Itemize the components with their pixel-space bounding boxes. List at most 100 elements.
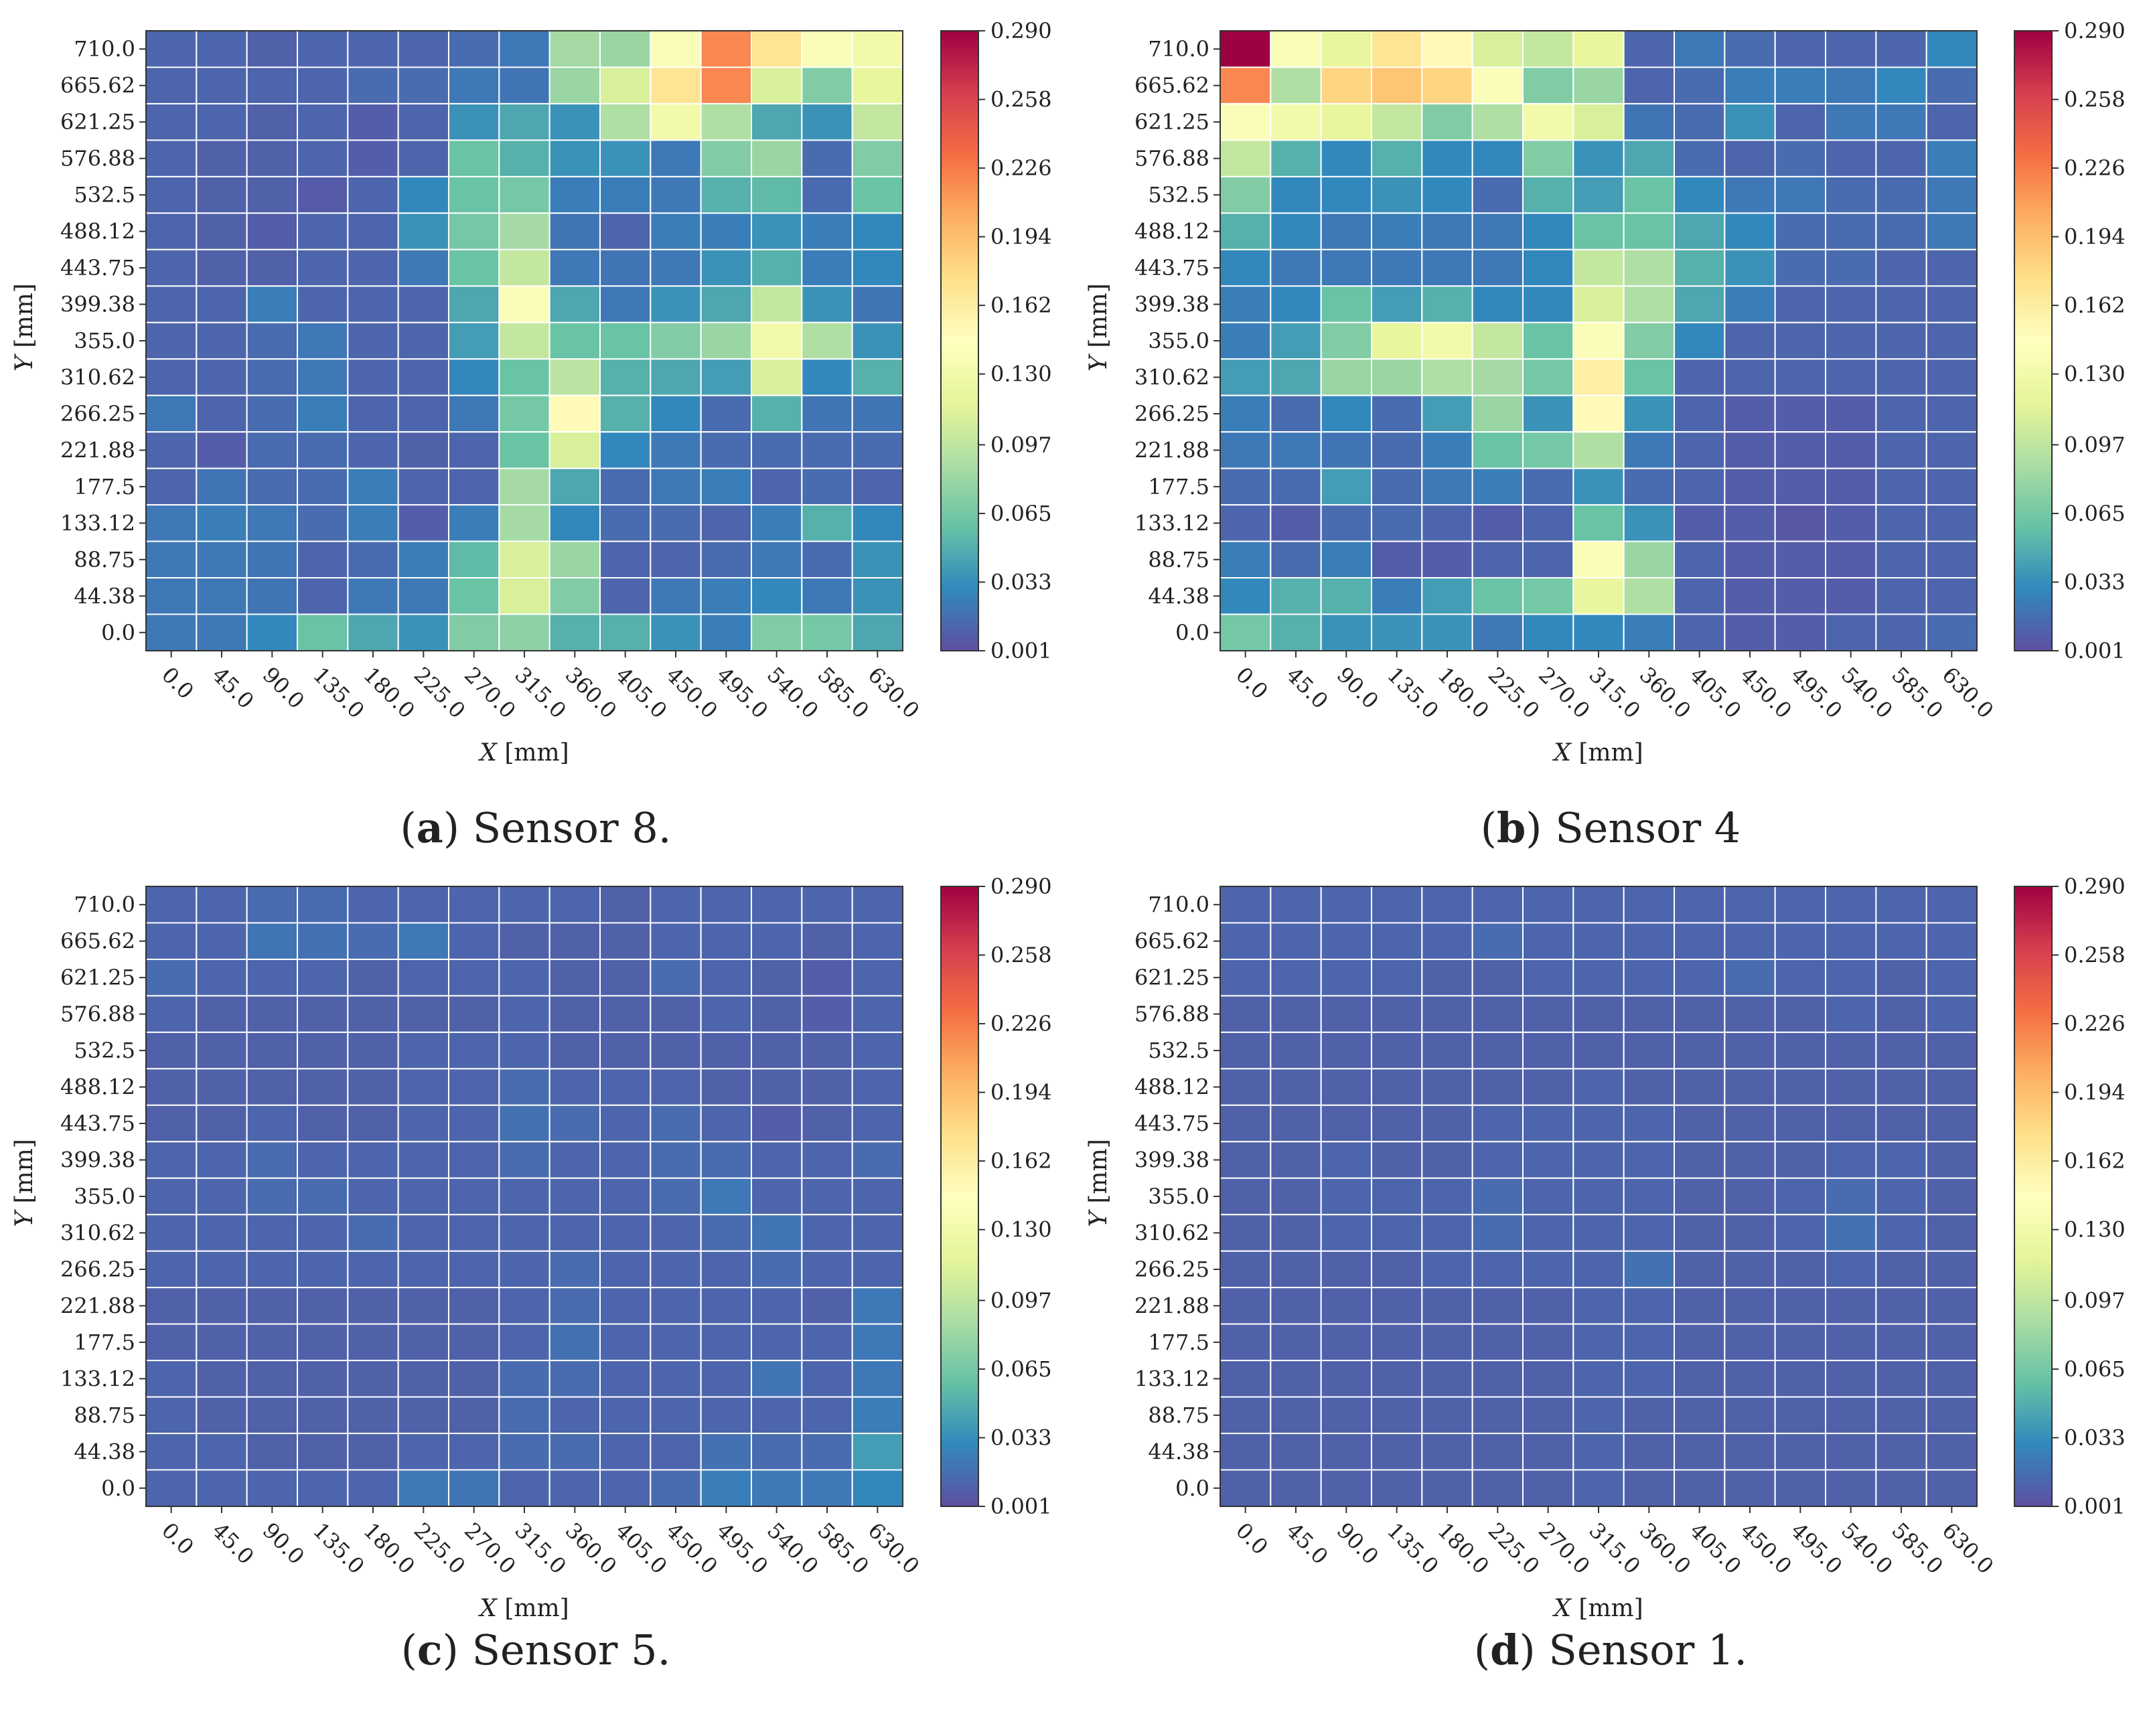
heatmap-cell [1825,1031,1877,1070]
heatmap-cell [145,1104,198,1143]
heatmap-cell [851,139,903,177]
heatmap-cell [1925,1031,1978,1070]
heatmap-cell [1623,577,1676,615]
heatmap-cell [1270,139,1322,177]
x-axis-variable: X [1552,739,1572,767]
heatmap-cell [1320,504,1372,542]
heatmap-cell [297,1433,349,1471]
heatmap-cell [599,102,652,141]
heatmap-cell [1925,467,1978,506]
heatmap-cell [448,995,500,1033]
heatmap-cell [1572,1433,1625,1471]
caption-letter: b [1497,803,1526,852]
heatmap-cell [1270,358,1322,396]
heatmap-cell [1320,1250,1372,1289]
heatmap-cell [1371,1104,1423,1143]
colorbar-tick-label: 0.290 [2064,874,2126,899]
heatmap-cell [1875,467,1927,506]
heatmap-cell [851,1396,903,1435]
heatmap-cell [1220,1104,1272,1143]
heatmap-cell [246,139,298,177]
heatmap-cell [1825,1177,1877,1216]
heatmap-cell [700,102,752,141]
caption-paren: ( [1474,1626,1490,1674]
heatmap-cell [1623,175,1676,214]
heatmap-cell [1925,1433,1978,1471]
heatmap-cell [297,613,349,652]
heatmap-cell [1825,66,1877,104]
x-tick-label: 630.0 [1937,1518,1999,1579]
heatmap-cell [1471,1287,1524,1325]
heatmap-cell [347,1141,399,1179]
heatmap-cell [650,467,702,506]
heatmap-cell [548,995,601,1033]
heatmap-cell [650,1031,702,1070]
heatmap-cell [297,30,349,68]
y-axis-label: Y [mm] [11,1139,38,1227]
heatmap-cell [1925,922,1978,960]
heatmap-cell [1825,431,1877,469]
heatmap-cell [448,1323,500,1362]
heatmap-cell [1774,1287,1827,1325]
heatmap-cell [397,886,450,924]
heatmap-cell [851,467,903,506]
heatmap-cell [246,1177,298,1216]
heatmap-cell [1471,1214,1524,1252]
heatmap-cell [1825,394,1877,433]
y-axis-variable: Y [1085,1209,1112,1227]
heatmap-cell [1371,467,1423,506]
heatmap-cell [801,613,853,652]
colorbar-tick-label: 0.226 [990,155,1052,181]
heatmap-cell [1471,431,1524,469]
heatmap-cell [1522,540,1574,579]
heatmap-cell [1471,1469,1524,1507]
heatmap-cell [1471,1396,1524,1435]
heatmap-cell [1674,102,1726,141]
heatmap-cell [1471,613,1524,652]
heatmap-cell [1724,1360,1776,1398]
heatmap-cell [1421,958,1473,997]
heatmap-cell [1220,1141,1272,1179]
x-tick-label: 45.0 [1281,1518,1333,1569]
heatmap-cell [1674,1323,1726,1362]
heatmap-cell [1320,102,1372,141]
heatmap-cell [145,1323,198,1362]
heatmap-cell [1320,1214,1372,1252]
heatmap-cell [347,1469,399,1507]
heatmap-cell [297,321,349,360]
heatmap-cell [1774,1360,1827,1398]
heatmap-cell [1774,358,1827,396]
heatmap-cell [246,1031,298,1070]
heatmap-cell [498,1031,550,1070]
heatmap-cell [650,1177,702,1216]
heatmap-cell [1623,30,1676,68]
x-tick-label: 270.0 [459,1518,521,1579]
heatmap-cell [1774,922,1827,960]
heatmap-cell [1220,1469,1272,1507]
heatmap-cell [1421,886,1473,924]
heatmap-cell [1572,1469,1625,1507]
heatmap-cell [1270,922,1322,960]
heatmap-cell [548,175,601,214]
heatmap-cell [599,431,652,469]
heatmap-cell [145,1250,198,1289]
heatmap-cell [599,1433,652,1471]
heatmap-cell [801,886,853,924]
heatmap-cell [1825,577,1877,615]
heatmap-cell [1421,1469,1473,1507]
heatmap-cell [145,886,198,924]
heatmap-cell [498,1360,550,1398]
heatmap-cell [1371,66,1423,104]
heatmap-cell [145,1287,198,1325]
x-axis-label: X [mm] [1552,1595,1643,1622]
x-tick-label: 315.0 [1584,662,1645,724]
heatmap-cell [851,1104,903,1143]
heatmap-cell [1522,886,1574,924]
heatmap-cell [1220,139,1272,177]
heatmap-cell [1471,504,1524,542]
heatmap-cell [751,577,803,615]
heatmap-cell [700,886,752,924]
heatmap-cell [851,394,903,433]
x-tick-label: 45.0 [1281,662,1333,714]
heatmap-cell [1522,321,1574,360]
